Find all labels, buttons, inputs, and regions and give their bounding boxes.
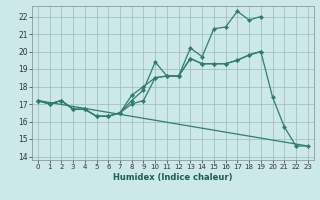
X-axis label: Humidex (Indice chaleur): Humidex (Indice chaleur)	[113, 173, 233, 182]
